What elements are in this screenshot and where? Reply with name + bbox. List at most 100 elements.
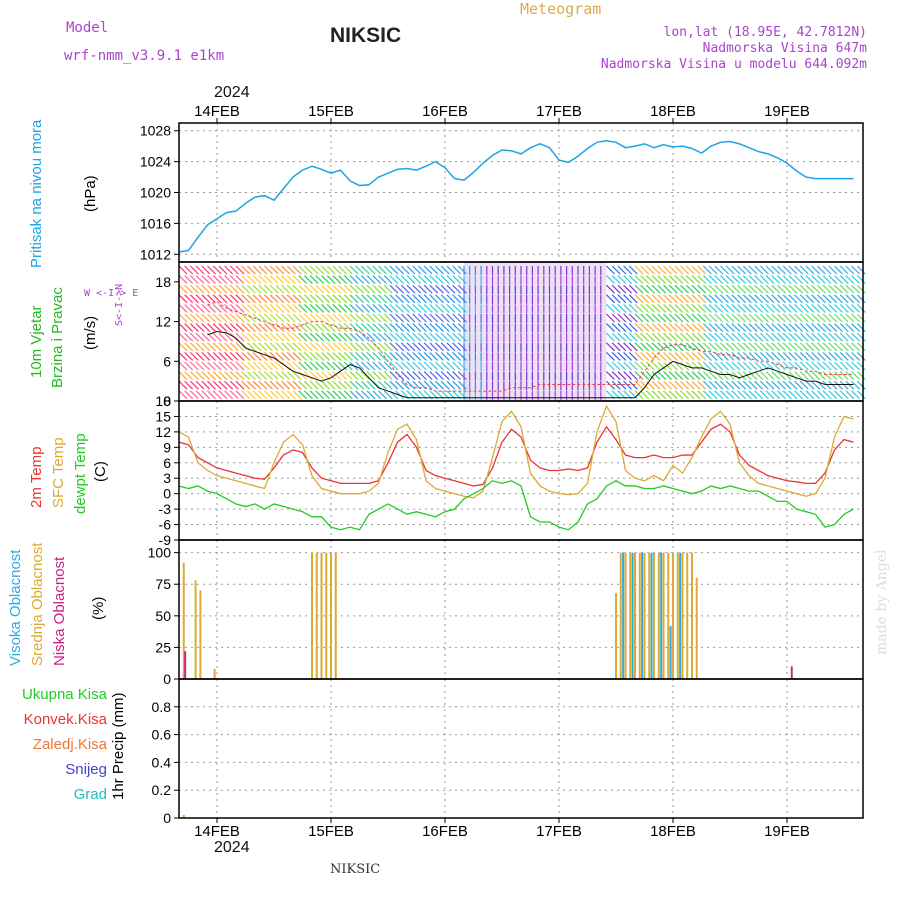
wind-barb xyxy=(799,390,809,400)
wind-barb xyxy=(212,284,222,294)
wind-barb xyxy=(457,323,467,333)
wind-barb xyxy=(702,323,712,333)
wind-barb xyxy=(697,342,707,352)
wind-barb xyxy=(406,303,416,313)
wind-barb xyxy=(258,371,268,381)
wind-barb xyxy=(685,294,695,304)
wind-barb xyxy=(657,284,667,294)
wind-barb xyxy=(680,275,690,285)
wind-barb xyxy=(708,323,718,333)
wind-barb xyxy=(714,342,724,352)
wind-barb xyxy=(782,294,792,304)
wind-barb xyxy=(184,351,194,361)
wind-barb xyxy=(315,361,325,371)
wind-barb xyxy=(657,371,667,381)
wind-barb xyxy=(389,294,399,304)
wind-barb xyxy=(286,275,296,285)
wind-barb xyxy=(674,342,684,352)
wind-barb xyxy=(702,284,712,294)
wind-barb xyxy=(184,371,194,381)
wind-barb xyxy=(748,390,758,400)
wind-barb xyxy=(343,323,353,333)
wind-barb xyxy=(617,361,627,371)
wind-barb xyxy=(725,342,735,352)
wind-barb xyxy=(623,351,633,361)
wind-barb xyxy=(298,323,308,333)
wind-barb xyxy=(292,313,302,323)
wind-barb xyxy=(839,342,849,352)
wind-barb xyxy=(303,265,313,275)
wind-barb xyxy=(822,303,832,313)
wind-barb xyxy=(822,351,832,361)
wind-barb xyxy=(264,332,273,342)
pressure-line xyxy=(178,140,854,253)
wind-barb xyxy=(452,294,462,304)
wind-barb xyxy=(839,351,849,361)
wind-barb xyxy=(378,380,387,390)
wind-barb xyxy=(845,351,855,361)
wind-barb xyxy=(275,390,285,400)
wind-barb xyxy=(224,390,234,400)
wind-barb xyxy=(366,361,376,371)
wind-barb xyxy=(845,313,855,323)
wind-barb xyxy=(657,303,667,313)
wind-barb xyxy=(400,361,410,371)
wind-barb xyxy=(406,351,416,361)
panel-frame xyxy=(178,539,864,680)
wind-barb xyxy=(748,371,758,381)
wind-barb xyxy=(178,303,188,313)
wind-barb xyxy=(845,371,855,381)
wind-barb xyxy=(372,284,382,294)
wind-barb xyxy=(651,342,661,352)
wind-barb xyxy=(691,332,701,342)
meteogram-label: Meteogram xyxy=(520,0,602,18)
wind-barb xyxy=(395,361,405,371)
ytick-label: -3 xyxy=(159,501,172,517)
wind-barb xyxy=(634,284,644,294)
wind-barb xyxy=(828,342,838,352)
wind-barb xyxy=(343,351,353,361)
wind-barb xyxy=(782,342,792,352)
wind-barb xyxy=(754,390,764,400)
wind-barb xyxy=(218,351,228,361)
wind-barb xyxy=(246,380,256,390)
wind-barb xyxy=(235,332,245,342)
wind-barb xyxy=(702,380,712,390)
wind-barb xyxy=(195,323,205,333)
wind-barb xyxy=(457,332,467,342)
wind-barb xyxy=(207,323,216,333)
wind-barb xyxy=(412,323,422,333)
wind-barb xyxy=(845,361,855,371)
wind-barb xyxy=(360,265,370,275)
wind-barb xyxy=(697,303,707,313)
wind-barb xyxy=(720,284,729,294)
wind-barb xyxy=(794,313,804,323)
wind-barb xyxy=(184,275,194,285)
wind-barb xyxy=(606,351,615,361)
wind-barb xyxy=(349,351,359,361)
wind-barb xyxy=(788,313,798,323)
wind-barb xyxy=(395,284,405,294)
wind-barb xyxy=(805,323,815,333)
wind-barb xyxy=(725,361,735,371)
model-label: Model xyxy=(66,20,109,36)
wind-barb xyxy=(725,323,735,333)
wind-barb xyxy=(406,284,416,294)
wind-barb xyxy=(731,342,741,352)
wind-barb xyxy=(258,342,268,352)
wind-barb xyxy=(452,323,462,333)
wind-barb xyxy=(697,294,707,304)
wind-barb xyxy=(423,332,433,342)
wind-barb xyxy=(628,351,638,361)
wind-barb xyxy=(822,294,832,304)
wind-barb xyxy=(737,275,747,285)
wind-barb xyxy=(189,313,199,323)
wind-barb xyxy=(446,351,456,361)
wind-barb xyxy=(246,303,256,313)
wind-barb xyxy=(429,323,439,333)
wind-barb xyxy=(378,313,387,323)
wind-barb xyxy=(343,342,353,352)
wind-barb xyxy=(423,361,433,371)
wind-barb xyxy=(628,361,638,371)
wind-barb xyxy=(429,371,439,381)
